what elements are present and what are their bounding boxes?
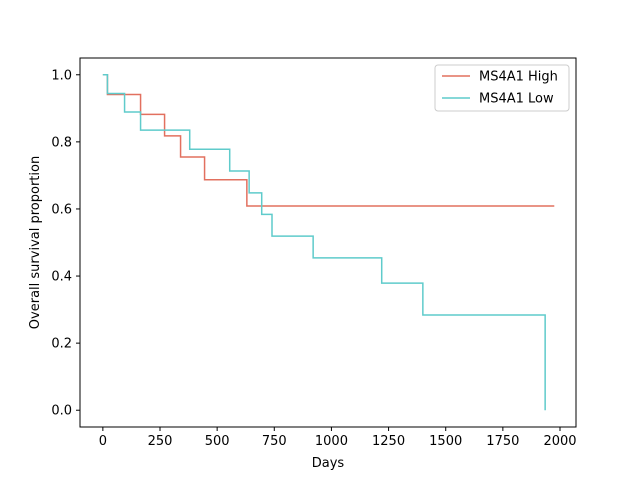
x-axis-label: Days <box>312 456 345 471</box>
series-line-ms4a1-high <box>102 74 555 207</box>
x-tick-label: 250 <box>148 434 173 449</box>
y-tick-label: 0.4 <box>51 270 72 285</box>
x-tick-label: 500 <box>205 434 230 449</box>
y-tick-label: 0.8 <box>51 135 72 150</box>
y-tick-label: 0.0 <box>51 404 72 419</box>
x-tick-label: 750 <box>262 434 287 449</box>
x-tick-label: 2000 <box>543 434 576 449</box>
plot-frame <box>79 57 577 428</box>
y-axis-ticks: 0.0 0.2 0.4 0.6 0.8 1.0 <box>51 68 80 419</box>
y-tick-label: 0.2 <box>51 337 72 352</box>
x-tick-label: 1750 <box>486 434 519 449</box>
legend-label-ms4a1-low: MS4A1 Low <box>479 92 554 107</box>
legend: MS4A1 High MS4A1 Low <box>434 64 570 112</box>
x-tick-label: 1250 <box>372 434 405 449</box>
x-tick-label: 0 <box>99 434 107 449</box>
y-axis-label: Overall survival proportion <box>28 156 43 329</box>
legend-label-ms4a1-high: MS4A1 High <box>479 70 558 85</box>
plot-lines <box>102 74 555 411</box>
y-tick-label: 1.0 <box>51 68 72 83</box>
x-tick-label: 1000 <box>315 434 348 449</box>
x-axis-ticks: 0 250 500 750 1000 1250 1500 1750 2000 <box>99 427 577 449</box>
x-tick-label: 1500 <box>429 434 462 449</box>
y-tick-label: 0.6 <box>51 202 72 217</box>
series-line-ms4a1-low <box>102 74 546 411</box>
